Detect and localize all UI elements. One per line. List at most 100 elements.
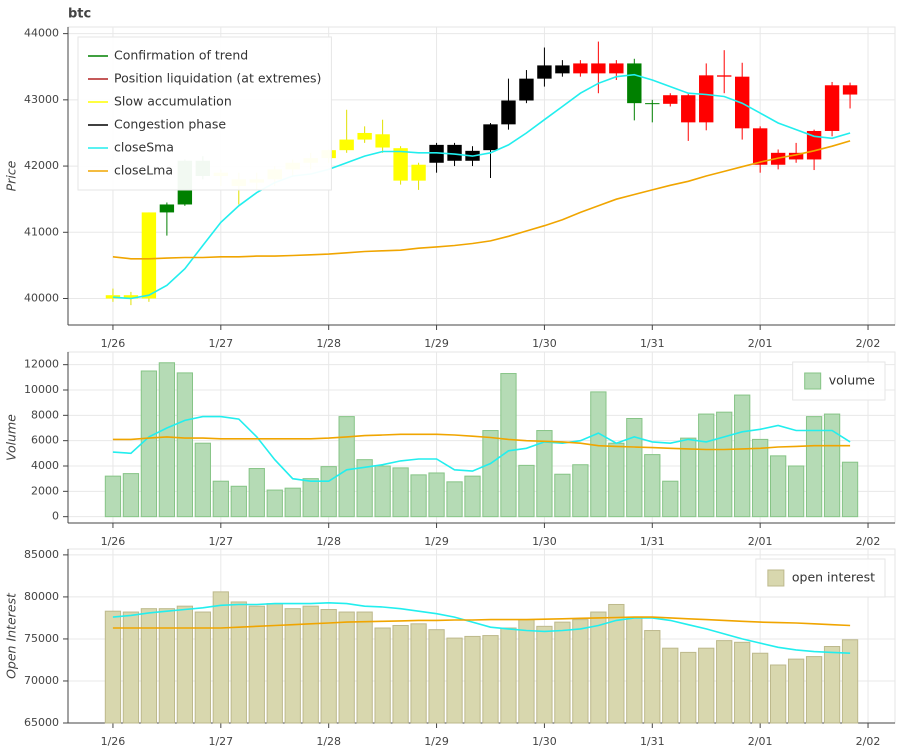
candle-body xyxy=(842,85,858,95)
candle-body xyxy=(447,144,462,161)
y-tick-label: 12000 xyxy=(24,358,59,371)
bar xyxy=(212,480,229,518)
bar xyxy=(464,635,481,724)
y-tick-label: 85000 xyxy=(24,548,59,561)
legend-box xyxy=(77,36,332,191)
bar xyxy=(176,372,193,518)
candle-body xyxy=(483,124,498,151)
legend-label: open interest xyxy=(792,570,875,585)
chart-title: btc xyxy=(68,7,91,22)
candle-body xyxy=(788,152,804,160)
x-tick-label: 1/27 xyxy=(208,535,233,548)
x-tick-label: 1/26 xyxy=(101,535,126,548)
candle-body xyxy=(339,139,354,151)
x-tick-label: 1/30 xyxy=(532,735,557,748)
bar xyxy=(230,485,247,518)
bar xyxy=(248,468,265,518)
y-tick-label: 80000 xyxy=(24,590,59,603)
bar xyxy=(823,646,841,724)
x-tick-label: 1/31 xyxy=(640,735,665,748)
y-tick-label: 44000 xyxy=(24,27,59,40)
candle-body xyxy=(357,132,372,140)
legend-label: closeLma xyxy=(114,163,173,178)
legend-label: Confirmation of trend xyxy=(114,48,248,63)
bar xyxy=(554,473,571,518)
bar xyxy=(572,464,589,518)
bar xyxy=(680,651,697,724)
y-tick-label: 10000 xyxy=(24,383,59,396)
bar xyxy=(841,461,859,518)
bar xyxy=(590,391,607,518)
bar xyxy=(104,610,122,724)
x-tick-label: 1/30 xyxy=(532,337,557,350)
bar xyxy=(770,455,787,518)
legend: Confirmation of trend Position liquidatio… xyxy=(77,36,332,191)
y-tick-label: 0 xyxy=(52,510,59,523)
bar xyxy=(464,475,481,518)
line xyxy=(112,140,851,260)
x-tick-label: 1/26 xyxy=(101,735,126,748)
line xyxy=(112,601,851,654)
bar xyxy=(428,629,445,724)
bar xyxy=(787,465,805,518)
legend-swatch xyxy=(804,372,822,390)
bar xyxy=(446,637,463,724)
bar xyxy=(266,603,283,724)
x-tick-label: 1/29 xyxy=(424,337,449,350)
candle-body xyxy=(609,63,624,74)
bar xyxy=(176,605,193,724)
bar xyxy=(644,454,661,518)
candle-body xyxy=(591,63,606,74)
line xyxy=(112,73,851,300)
bar xyxy=(841,639,859,724)
bar xyxy=(122,611,140,724)
bar xyxy=(356,459,373,518)
x-tick-label: 1/31 xyxy=(640,337,665,350)
bar xyxy=(572,619,589,724)
y-tick-label: 2000 xyxy=(31,484,59,497)
bar xyxy=(338,416,355,518)
bar xyxy=(823,413,841,518)
x-tick-label: 1/27 xyxy=(208,735,233,748)
x-tick-label: 1/27 xyxy=(208,337,233,350)
x-tick-label: 1/30 xyxy=(532,535,557,548)
bar xyxy=(626,418,643,518)
legend: open interest xyxy=(755,558,886,598)
x-tick-label: 2/01 xyxy=(748,337,773,350)
candle-body xyxy=(752,128,768,165)
bar xyxy=(320,609,337,724)
x-tick-label: 2/02 xyxy=(856,337,881,350)
bar xyxy=(752,438,769,518)
bar xyxy=(194,611,211,724)
x-tick-label: 2/02 xyxy=(856,535,881,548)
bar xyxy=(158,362,176,518)
bar xyxy=(374,627,391,724)
bar xyxy=(356,611,373,724)
bar xyxy=(410,474,427,518)
bar xyxy=(518,464,535,518)
bar xyxy=(482,635,499,724)
candle-body xyxy=(699,75,714,123)
bar xyxy=(805,656,823,724)
candle-body xyxy=(123,295,139,299)
y-tick-label: 4000 xyxy=(31,459,59,472)
candle-body xyxy=(824,85,840,131)
x-tick-label: 1/26 xyxy=(101,337,126,350)
candle-body xyxy=(681,95,696,123)
bar xyxy=(428,472,445,518)
bar xyxy=(752,652,769,724)
bar xyxy=(662,480,679,518)
bar xyxy=(734,641,751,724)
candle-body xyxy=(663,95,678,104)
candle-body xyxy=(429,144,444,163)
x-tick-label: 2/01 xyxy=(748,535,773,548)
legend-label: closeSma xyxy=(114,140,174,155)
line xyxy=(112,433,851,451)
candle-body xyxy=(411,164,426,181)
x-tick-label: 2/01 xyxy=(748,735,773,748)
y-tick-label: 40000 xyxy=(24,292,59,305)
bar xyxy=(230,601,247,724)
y-tick-label: 70000 xyxy=(24,674,59,687)
bar xyxy=(392,624,409,724)
